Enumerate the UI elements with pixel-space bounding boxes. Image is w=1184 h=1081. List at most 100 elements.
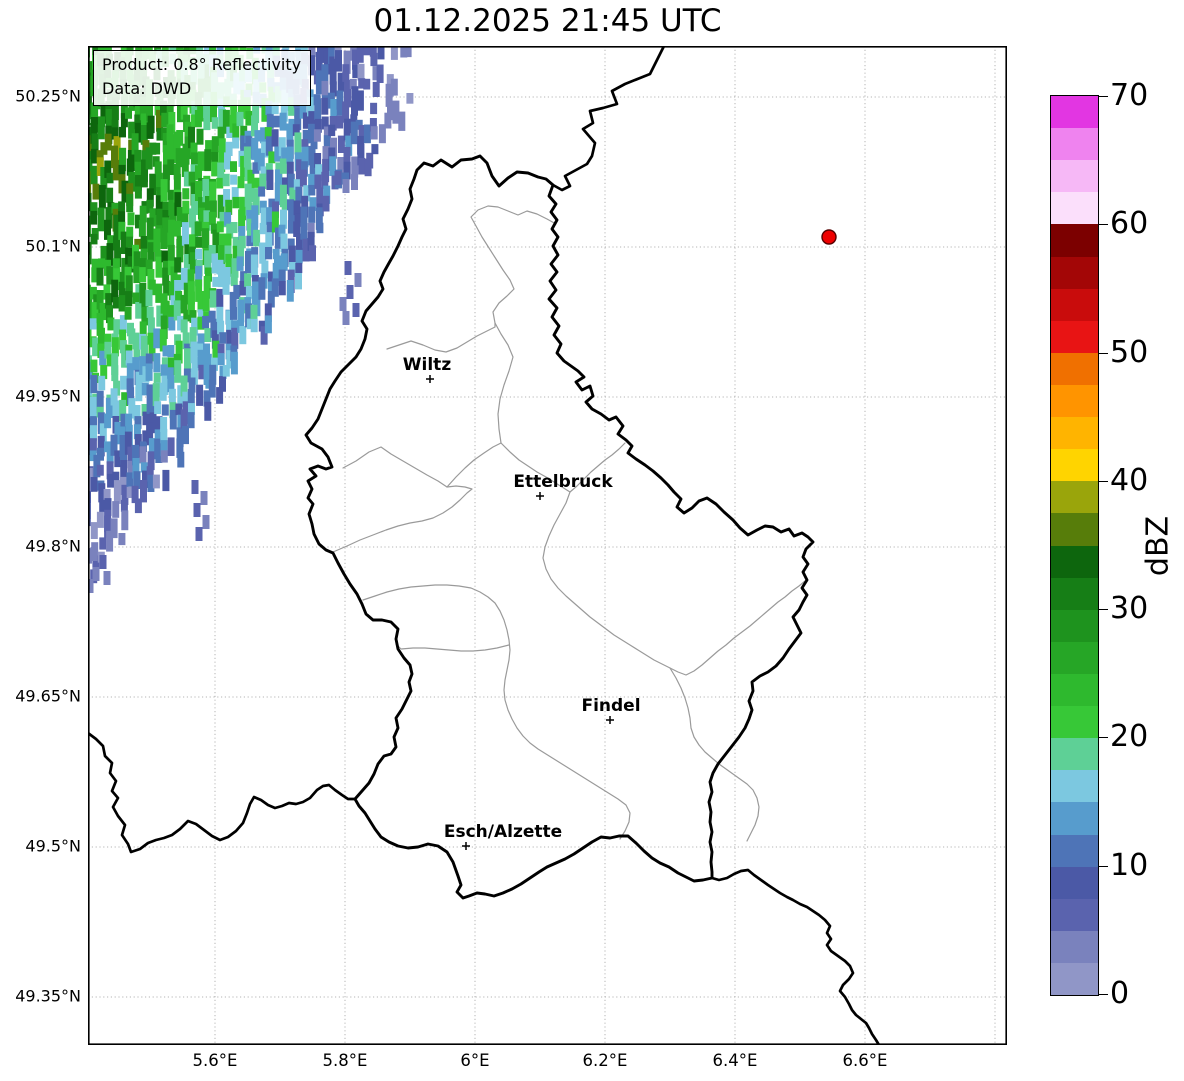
echo-cell — [167, 437, 175, 456]
echo-cell — [88, 135, 93, 157]
colorbar-band — [1051, 673, 1098, 707]
echo-cell — [344, 261, 352, 275]
x-tick-label: 6.4°E — [712, 1051, 758, 1070]
echo-cell — [293, 179, 301, 190]
echo-cell — [406, 93, 414, 104]
echo-cell — [321, 97, 329, 115]
colorbar-band — [1051, 609, 1098, 642]
echo-cell — [272, 248, 280, 260]
echo-cell — [121, 392, 129, 406]
echo-cell — [140, 172, 148, 188]
echo-cell — [98, 116, 105, 128]
echo-cell — [167, 159, 175, 175]
echo-cell — [321, 116, 329, 130]
echo-cell — [335, 50, 342, 72]
echo-cell — [286, 161, 294, 185]
echo-cell — [363, 78, 371, 90]
echo-cell — [132, 458, 140, 479]
echo-cell — [264, 303, 272, 322]
echo-cell — [232, 236, 240, 249]
echo-cell — [202, 291, 210, 312]
echo-cell — [336, 90, 344, 110]
echo-cell — [307, 223, 315, 238]
echo-cell — [162, 201, 170, 217]
echo-cell — [92, 183, 100, 200]
echo-cell — [356, 90, 364, 111]
echo-cell — [219, 332, 227, 344]
echo-cell — [113, 480, 121, 504]
echo-cell — [187, 412, 195, 429]
echo-cell — [90, 522, 98, 539]
echo-cell — [147, 474, 155, 492]
echo-cell — [88, 151, 92, 163]
echo-cell — [261, 98, 269, 122]
echo-cell — [100, 167, 108, 190]
echo-cell — [126, 193, 134, 213]
echo-cell — [154, 161, 162, 175]
echo-cell — [168, 388, 176, 403]
echo-cell — [180, 106, 188, 120]
echo-cell — [239, 196, 247, 221]
echo-cell — [300, 222, 308, 240]
echo-cell — [321, 64, 329, 82]
echo-cell — [98, 375, 106, 391]
echo-cell — [118, 295, 126, 312]
colorbar-tick-mark — [1099, 481, 1108, 482]
echo-cell — [323, 50, 331, 75]
echo-cell — [153, 142, 161, 155]
echo-cell — [167, 305, 175, 329]
echo-cell — [133, 266, 141, 284]
echo-cell — [292, 124, 300, 136]
echo-cell — [212, 276, 220, 287]
echo-cell — [390, 78, 398, 96]
echo-cell — [159, 388, 167, 401]
echo-cell — [208, 310, 216, 323]
echo-cell — [217, 320, 225, 335]
echo-cell — [147, 242, 155, 262]
echo-cell — [244, 273, 252, 287]
echo-cell — [133, 471, 141, 489]
echo-cell — [289, 187, 297, 208]
echo-cell — [155, 450, 163, 463]
echo-cell — [302, 129, 310, 144]
echo-cell — [88, 241, 92, 265]
echo-cell — [88, 579, 94, 593]
echo-cell — [167, 367, 175, 379]
echo-cell — [169, 46, 177, 53]
echo-cell — [96, 150, 104, 162]
echo-cell — [376, 64, 384, 83]
echo-cell — [183, 368, 191, 383]
echo-cell — [120, 460, 128, 482]
echo-cell — [99, 555, 107, 569]
echo-cell — [225, 141, 233, 156]
echo-cell — [252, 194, 260, 215]
echo-cell — [211, 357, 218, 371]
echo-cell — [125, 107, 132, 119]
echo-cell — [260, 326, 268, 345]
echo-cell — [296, 233, 303, 256]
echo-cell — [133, 343, 141, 361]
echo-cell — [239, 46, 247, 52]
echo-cell — [224, 152, 231, 170]
echo-cell — [308, 55, 315, 76]
canton-border — [386, 322, 496, 353]
colorbar-band — [1051, 770, 1098, 803]
echo-cell — [196, 384, 204, 406]
echo-cell — [106, 266, 114, 285]
echo-cell — [218, 98, 225, 119]
colorbar-tick-label: 40 — [1110, 462, 1149, 498]
echo-cell — [378, 124, 386, 144]
echo-cell — [398, 111, 406, 131]
echo-cell — [264, 127, 272, 139]
echo-cell — [146, 122, 154, 139]
echo-cell — [112, 159, 120, 181]
echo-cell — [155, 256, 163, 278]
echo-cell — [149, 208, 157, 227]
echo-cell — [99, 350, 107, 366]
echo-cell — [286, 146, 294, 164]
echo-cell — [160, 428, 168, 444]
echo-cell — [161, 250, 169, 263]
echo-cell — [203, 343, 210, 364]
echo-cell — [128, 328, 136, 345]
colorbar-band — [1051, 192, 1098, 225]
